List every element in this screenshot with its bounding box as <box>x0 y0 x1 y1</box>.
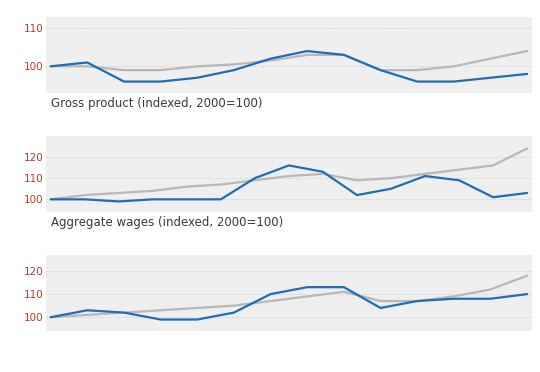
Text: Aggregate wages (indexed, 2000=100): Aggregate wages (indexed, 2000=100) <box>51 216 284 229</box>
Text: Gross product (indexed, 2000=100): Gross product (indexed, 2000=100) <box>51 97 263 110</box>
